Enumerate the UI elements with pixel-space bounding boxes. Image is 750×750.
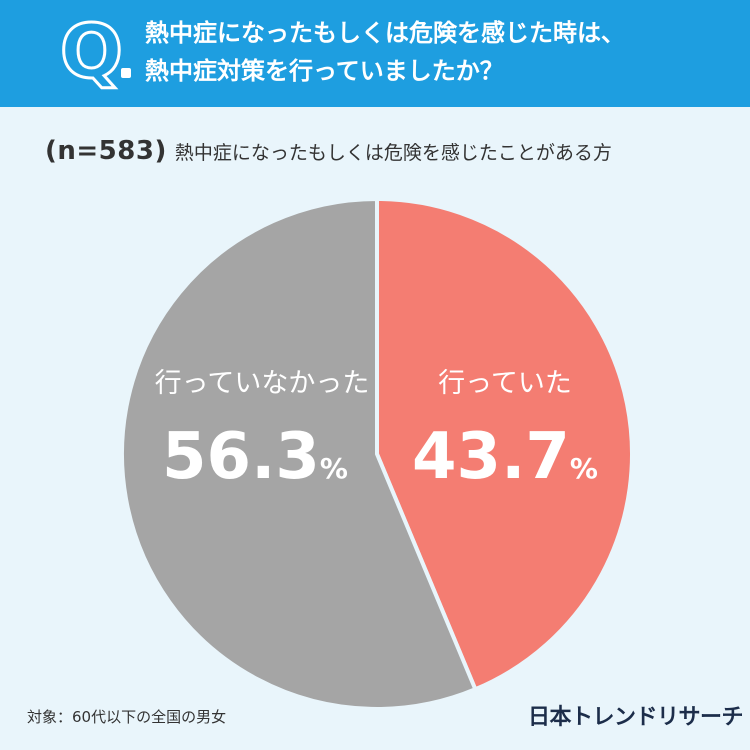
slice-label-1: 行っていた — [438, 368, 572, 399]
question-line-2: 熱中症対策を行っていましたか？ — [145, 57, 504, 85]
header-banner: Q 熱中症になったもしくは危険を感じた時は、 熱中症対策を行っていましたか？ — [0, 0, 750, 107]
question-text: 熱中症になったもしくは危険を感じた時は、 熱中症対策を行っていましたか？ — [145, 14, 735, 90]
slice-label-2: 行っていなかった — [155, 368, 370, 399]
respondent-description: 熱中症になったもしくは危険を感じたことがある方 — [174, 142, 612, 164]
question-line-1: 熱中症になったもしくは危険を感じた時は、 — [145, 19, 625, 47]
q-dot-icon — [121, 68, 131, 78]
sample-size: (n=583) — [45, 136, 167, 166]
chart-subtitle: (n=583) 熱中症になったもしくは危険を感じたことがある方 — [45, 136, 612, 168]
target-note: 対象：60代以下の全国の男女 — [27, 708, 227, 726]
slice-value-1: 43.7% — [412, 420, 598, 494]
brand-logo: 日本トレンドリサーチ — [528, 705, 744, 730]
pie-slice-1 — [375, 197, 634, 692]
pie-slice-2 — [120, 197, 478, 711]
slice-value-2: 56.3% — [162, 420, 348, 494]
q-badge-icon: Q — [59, 9, 125, 95]
